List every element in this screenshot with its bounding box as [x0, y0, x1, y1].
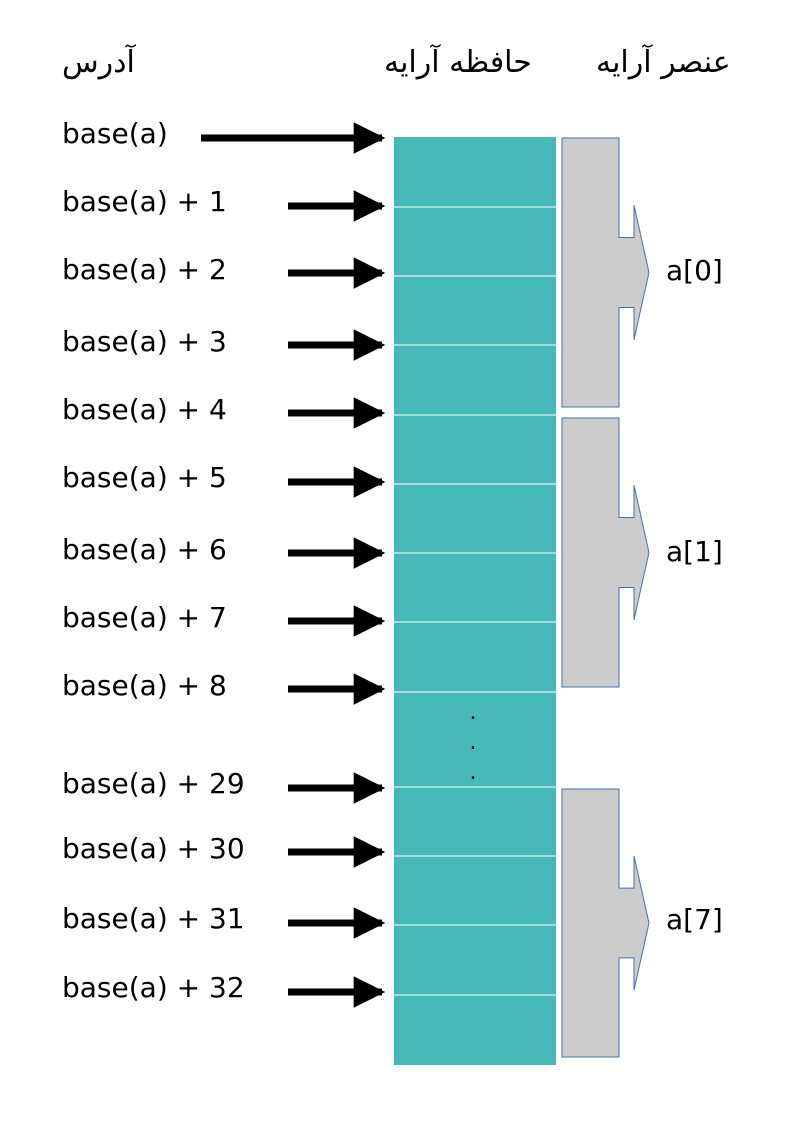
element-label-a7: a[7]	[666, 903, 723, 936]
address-label-4: base(a) + 4	[62, 393, 227, 426]
address-label-29: base(a) + 29	[62, 767, 245, 800]
ellipsis-dot-1: .	[469, 700, 477, 725]
element-label-a0: a[0]	[666, 254, 723, 287]
address-label-5: base(a) + 5	[62, 461, 227, 494]
address-label-31: base(a) + 31	[62, 902, 245, 935]
header-array-memory: حافظه آرایه	[384, 45, 532, 80]
address-label-0: base(a)	[62, 117, 168, 150]
address-label-3: base(a) + 3	[62, 325, 227, 358]
element-bracket-1	[561, 417, 650, 688]
address-label-8: base(a) + 8	[62, 669, 227, 702]
address-arrows	[201, 122, 386, 1008]
element-brackets	[561, 137, 650, 1058]
address-label-6: base(a) + 6	[62, 533, 227, 566]
memory-column	[394, 137, 556, 1065]
address-label-30: base(a) + 30	[62, 832, 245, 865]
address-label-32: base(a) + 32	[62, 971, 245, 1004]
header-address: آدرس	[62, 45, 135, 80]
ellipsis-dot-2: .	[469, 730, 477, 755]
element-label-a1: a[1]	[666, 535, 723, 568]
element-bracket-0	[561, 137, 650, 408]
header-array-element: عنصر آرایه	[596, 45, 731, 80]
address-label-1: base(a) + 1	[62, 185, 227, 218]
address-label-2: base(a) + 2	[62, 253, 227, 286]
ellipsis-dot-3: .	[469, 760, 477, 785]
address-label-7: base(a) + 7	[62, 601, 227, 634]
memory-cell-dividers	[394, 206, 556, 996]
element-bracket-2	[561, 788, 650, 1058]
